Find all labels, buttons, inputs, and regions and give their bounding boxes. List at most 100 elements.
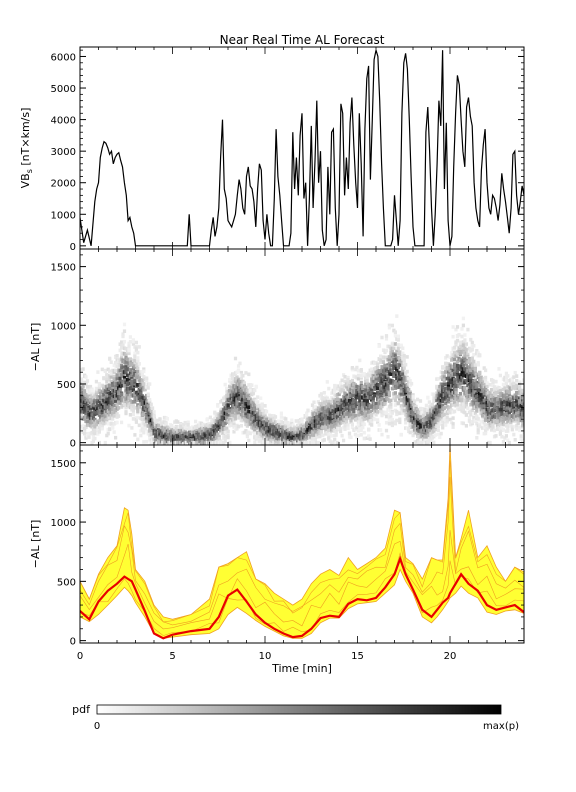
pdf-cell	[279, 415, 283, 419]
pdf-cell	[81, 380, 85, 385]
vbs-ylabel: VBs [nT×km/s]	[19, 108, 34, 189]
pdf-cell	[410, 381, 414, 386]
pdf-cell	[411, 409, 415, 414]
pdf-cell	[236, 369, 241, 373]
pdf-cell	[235, 399, 239, 404]
pdf-cell	[390, 417, 394, 422]
pdf-cell	[121, 334, 125, 339]
pdf-cell	[399, 343, 403, 348]
pdf-cell	[392, 366, 396, 370]
pdf-cell	[139, 433, 143, 438]
pdf-cell	[91, 439, 95, 443]
pdf-cell	[362, 436, 366, 441]
pdf-cell	[327, 436, 331, 441]
pdf-cell	[236, 404, 241, 409]
pdf-cell	[140, 417, 144, 422]
figure-title: Near Real Time AL Forecast	[220, 33, 385, 47]
pdf-cell	[347, 431, 352, 436]
pdf-cell	[151, 406, 155, 410]
pdf-cell	[88, 408, 93, 413]
pdf-cell	[118, 376, 122, 381]
pdf-cell	[139, 391, 143, 396]
pdf-cell	[117, 414, 121, 418]
pdf-cell	[205, 427, 209, 431]
pdf-cell	[88, 384, 93, 389]
pdf-cell	[386, 374, 390, 379]
pdf-cell	[81, 424, 85, 428]
pdf-cell	[112, 414, 116, 418]
pdf-cell	[127, 396, 131, 401]
pdf-cell	[390, 323, 394, 328]
pdf-cell	[118, 401, 122, 405]
pdf-cell	[312, 433, 316, 437]
pdf-cell	[102, 421, 106, 426]
pdf-cell	[404, 362, 408, 367]
pdf-cell	[245, 432, 249, 437]
pdf-cell	[285, 421, 289, 425]
pdf-cell	[112, 408, 116, 412]
pdf-cell	[149, 402, 153, 407]
pdf-cell	[217, 437, 221, 441]
pdf-cell	[300, 420, 304, 425]
pdf-cell	[130, 406, 134, 410]
pdf-cell	[217, 435, 221, 439]
pdf-cell	[115, 412, 119, 416]
vbs-ytick-label: 6000	[51, 52, 76, 63]
pdf-cell	[81, 367, 85, 371]
pdf-cell	[127, 423, 131, 428]
pdf-cell	[201, 435, 205, 440]
pdf-cell	[140, 372, 144, 376]
pdf-cell	[137, 374, 141, 379]
pdf-cell	[346, 426, 350, 431]
pdf-cell	[399, 359, 403, 363]
pdf-cell	[401, 372, 405, 377]
pdf-cell	[390, 342, 394, 347]
pdf-cell	[263, 413, 267, 418]
pdf-cell	[254, 384, 258, 389]
pdf-cell	[154, 427, 158, 432]
pdf-cell	[244, 385, 248, 390]
pdf-cell	[247, 405, 251, 410]
pdf-cell	[395, 412, 399, 417]
pdf-cell	[376, 366, 380, 370]
pdf-cell	[362, 417, 366, 421]
pdf-cell	[140, 378, 144, 382]
pdf-cell	[226, 403, 230, 408]
vbs-ytick-label: 3000	[51, 147, 76, 158]
pdf-cell	[85, 379, 90, 383]
pdf-cell	[398, 363, 402, 367]
pdf-cell	[396, 401, 400, 405]
pdf-cell	[331, 440, 335, 444]
pdf-cell	[241, 373, 245, 378]
pdf-cell	[228, 417, 232, 421]
pdf-cell	[109, 375, 113, 379]
pdf-cell	[124, 352, 128, 356]
pdf-cell	[389, 398, 393, 403]
pdf-cell	[105, 433, 109, 438]
pdf-cell	[248, 388, 252, 393]
pdf-cell	[108, 383, 112, 387]
pdf-cell	[238, 378, 242, 383]
pdf-cell	[389, 402, 393, 407]
pdf-cell	[88, 406, 93, 411]
pdf-cell	[333, 438, 337, 442]
pdf-cell	[96, 432, 100, 436]
pdf-cell	[146, 404, 150, 408]
pdf-cell	[411, 395, 415, 399]
pdf-cell	[122, 339, 127, 344]
pdf-cell	[231, 376, 235, 381]
pdf-cell	[377, 369, 381, 373]
pdf-cell	[145, 376, 149, 381]
pdf-cell	[337, 424, 341, 428]
pdf-cell	[232, 429, 236, 434]
pdf-cell	[408, 430, 412, 435]
pdf-cell	[142, 440, 146, 444]
pdf-cell	[250, 383, 254, 387]
pdf-cell	[117, 406, 121, 410]
pdf-cell	[398, 411, 402, 415]
pdf-cell	[313, 405, 317, 409]
pdf-cell	[374, 412, 378, 417]
pdf-cell	[128, 357, 132, 361]
pdf-cell	[145, 439, 149, 444]
